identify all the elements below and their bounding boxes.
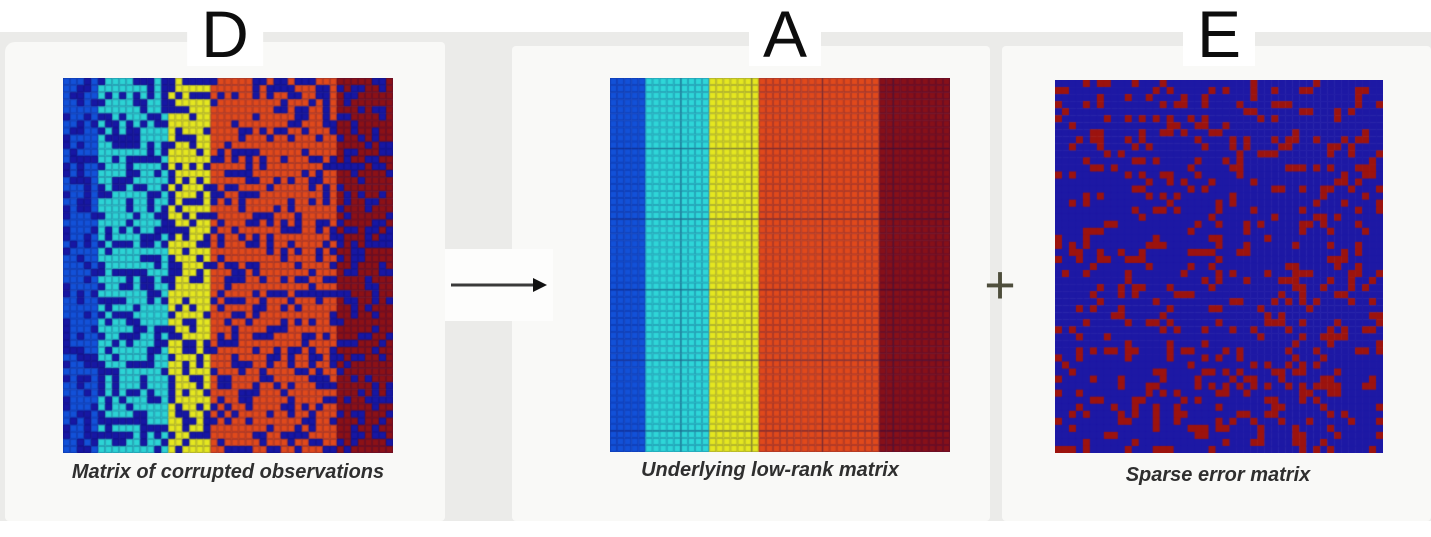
matrix-canvas-sparse-error (1055, 80, 1383, 453)
plus-operator: + (984, 255, 1016, 315)
right-arrow-icon (451, 278, 547, 292)
matrix-label-a: A (748, 1, 822, 67)
matrix-label-d: D (187, 1, 263, 67)
decomposition-arrow-box (445, 249, 553, 321)
matrix-canvas-corrupted-observations (63, 78, 393, 453)
caption-corrupted-observations: Matrix of corrupted observations (71, 461, 385, 483)
matrix-canvas-low-rank (610, 78, 950, 452)
matrix-label-e: E (1182, 1, 1256, 67)
caption-sparse-error: Sparse error matrix (1125, 464, 1311, 486)
caption-low-rank: Underlying low-rank matrix (641, 459, 899, 481)
